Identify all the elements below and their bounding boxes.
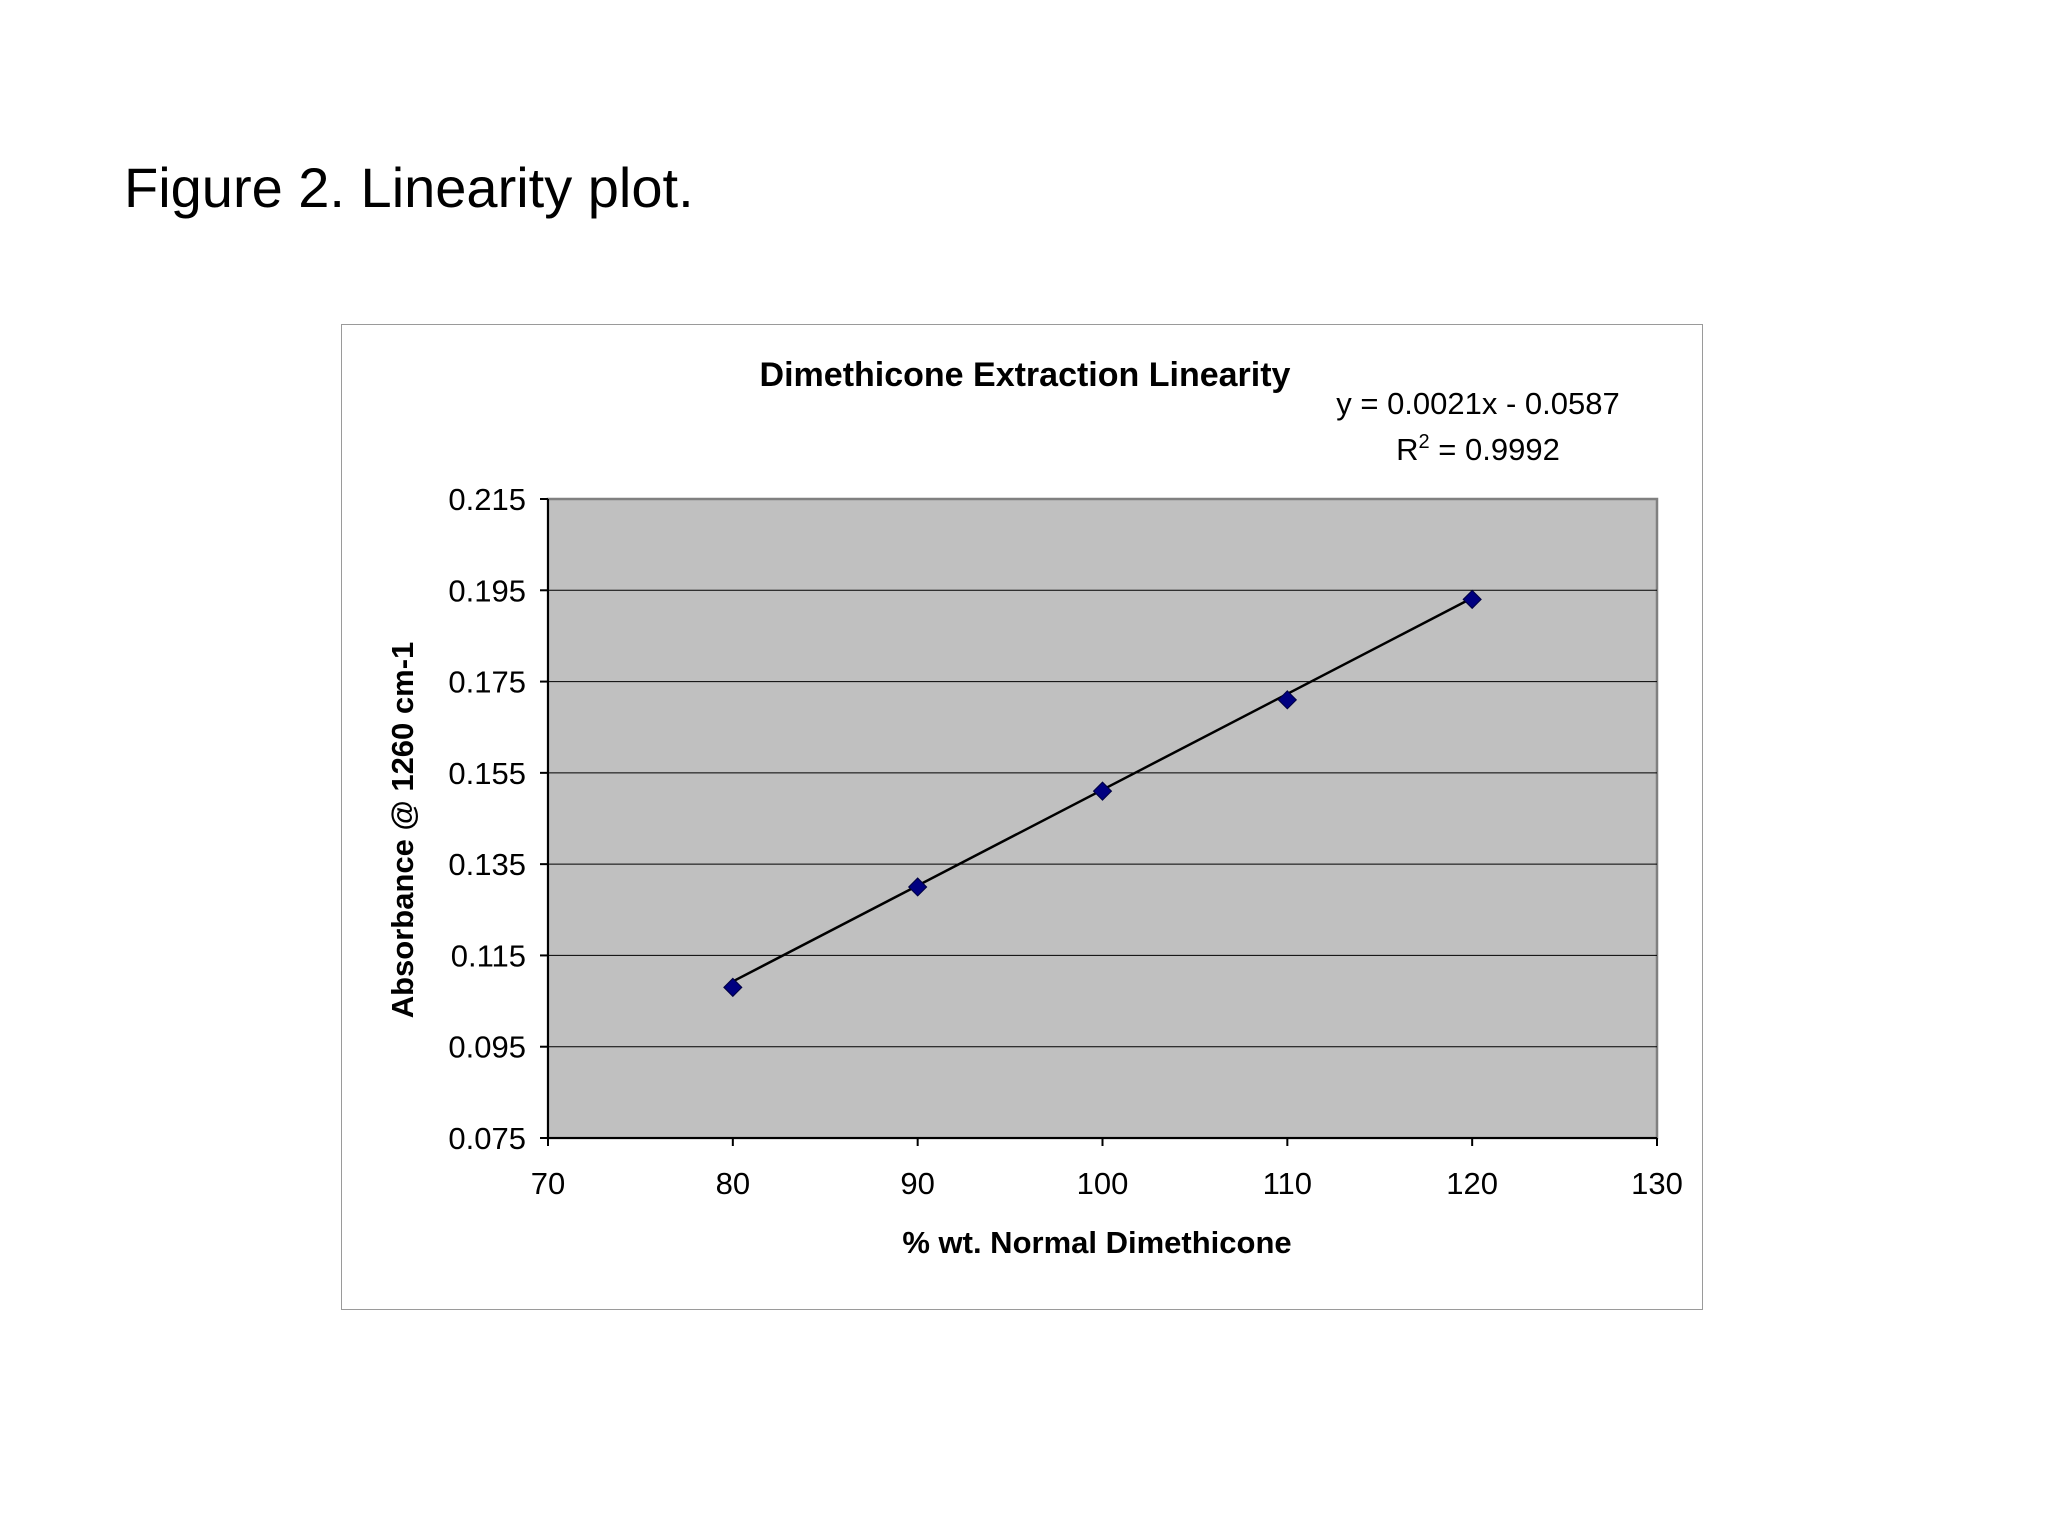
data-point-3 [1277, 690, 1298, 710]
y-tick-label-1: 0.095 [448, 1030, 526, 1065]
plot-area [546, 497, 1659, 1140]
r-squared-label: R2 = 0.9992 [1396, 431, 1560, 467]
y-tick-label-6: 0.195 [448, 573, 526, 608]
x-tick-label-0: 70 [531, 1166, 565, 1201]
y-axis-ticks: 0.075 0.095 0.115 0.135 0.155 0.175 0.195 0.215 [448, 482, 548, 1156]
y-tick-label-4: 0.155 [448, 756, 526, 791]
data-point-4 [1462, 589, 1482, 610]
x-tick-label-6: 130 [1631, 1166, 1683, 1201]
y-tick-label-5: 0.175 [448, 665, 526, 700]
figure-caption: Figure 2. Linearity plot. [124, 156, 694, 219]
x-tick-label-4: 110 [1263, 1166, 1312, 1201]
plot-background [546, 497, 1659, 1140]
y-tick-label-7: 0.215 [448, 482, 526, 517]
y-axis-title: Absorbance @ 1260 cm-1 [385, 642, 420, 1019]
x-tick-label-3: 100 [1077, 1166, 1129, 1201]
x-axis-ticks: 70 80 90 100 110 120 130 [531, 1138, 1683, 1201]
r-squared-exponent: 2 [1419, 431, 1430, 453]
data-point-2 [1092, 781, 1113, 801]
y-tick-label-2: 0.115 [451, 938, 526, 973]
x-tick-label-2: 90 [900, 1166, 934, 1201]
x-axis-title: % wt. Normal Dimethicone [902, 1225, 1291, 1260]
chart-title: Dimethicone Extraction Linearity [760, 356, 1291, 394]
data-point-0 [723, 977, 743, 998]
r-squared-prefix: R [1396, 432, 1418, 467]
trendline-equation: y = 0.0021x - 0.0587 [1336, 386, 1620, 421]
x-tick-label-5: 120 [1446, 1166, 1498, 1201]
r-squared-value: = 0.9992 [1430, 432, 1560, 467]
x-tick-label-1: 80 [716, 1166, 750, 1201]
y-tick-label-3: 0.135 [448, 847, 526, 882]
data-point-1 [907, 877, 928, 897]
y-tick-label-0: 0.075 [448, 1121, 526, 1156]
